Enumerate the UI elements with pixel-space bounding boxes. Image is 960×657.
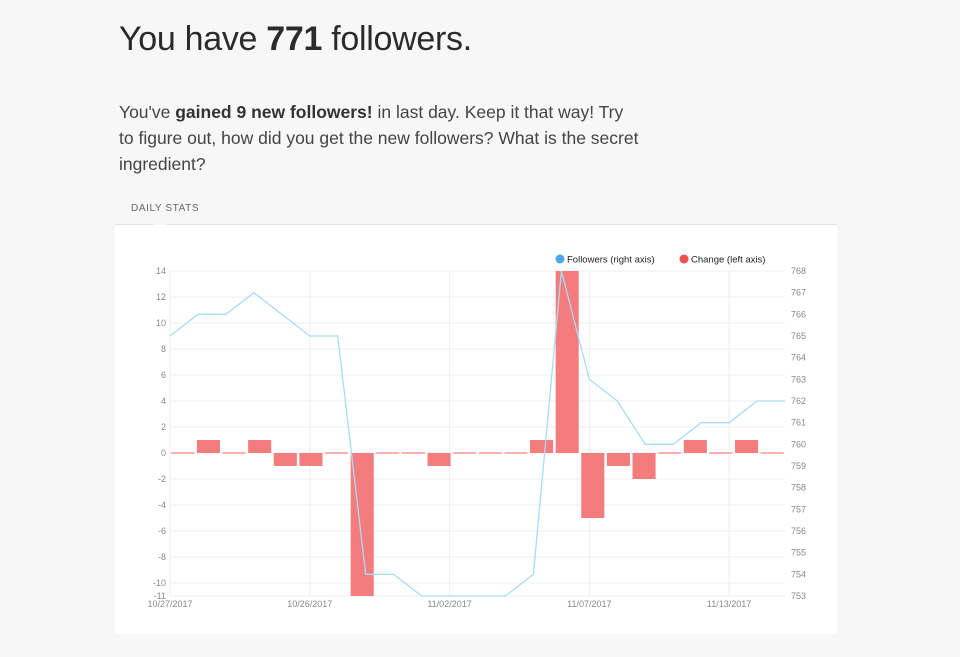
right-axis-tick: 757 (791, 504, 806, 514)
right-axis-tick: 768 (791, 266, 806, 276)
right-axis-tick: 766 (791, 309, 806, 319)
x-axis-tick: 11/02/2017 (427, 599, 471, 609)
left-axis-tick: -10 (153, 578, 166, 588)
right-axis-tick: 754 (791, 569, 806, 579)
tab-daily-stats[interactable]: DAILY STATS (131, 203, 200, 214)
follower-count-headline: You have 771 followers. (119, 20, 472, 59)
legend-change-label: Change (left axis) (691, 255, 765, 266)
right-axis-tick: 759 (791, 461, 806, 471)
left-axis-tick: 6 (161, 370, 166, 380)
gain-message: You've gained 9 new followers! in last d… (119, 99, 639, 177)
right-axis-tick: 753 (791, 591, 806, 601)
change-bar (248, 440, 272, 453)
change-bar (350, 453, 374, 596)
right-axis-tick: 758 (791, 483, 806, 493)
left-axis-tick: 12 (156, 292, 166, 302)
change-bar (427, 453, 451, 466)
left-axis-tick: 14 (156, 266, 166, 276)
change-bar (735, 440, 759, 453)
left-axis-tick: -2 (158, 474, 166, 484)
left-axis-tick: -11 (154, 591, 166, 601)
left-axis-tick: -6 (158, 526, 166, 536)
follower-count: 771 (266, 20, 323, 58)
followers-line-group (169, 270, 785, 597)
right-axis: 768 767 766 765 764 763 762 761 760 759 758 757 756 7… (791, 266, 806, 601)
change-bar (376, 452, 400, 454)
change-bar (504, 452, 528, 454)
change-bar (632, 453, 656, 479)
headline-suffix: followers. (322, 20, 472, 58)
change-bar (171, 452, 195, 454)
change-bar (683, 440, 707, 453)
right-axis-tick: 755 (791, 548, 806, 558)
chart-grid (169, 270, 785, 597)
x-axis-tick: 11/07/2017 (567, 599, 611, 609)
change-bar (196, 440, 220, 453)
x-axis: 10/27/2017 10/26/2017 11/02/2017 11/07/2017… (147, 599, 751, 609)
left-axis-tick: 10 (156, 318, 166, 328)
x-axis-tick: 10/27/2017 (147, 599, 192, 609)
right-axis-tick: 756 (791, 526, 806, 536)
followers-line (169, 270, 785, 597)
left-axis-tick: 0 (161, 448, 166, 458)
change-bar (273, 453, 297, 466)
legend-change-dot (679, 254, 689, 264)
change-bar (760, 452, 784, 454)
message-rest: in last day. Keep it that way! Try to fi… (119, 102, 639, 174)
chart-legend: Followers (right axis) Change (left axis… (555, 254, 765, 266)
change-bar (530, 440, 554, 453)
left-axis-tick: 2 (161, 422, 166, 432)
left-axis-tick: 4 (161, 396, 166, 406)
message-highlight: gained 9 new followers! (175, 102, 373, 122)
right-axis-tick: 761 (791, 418, 806, 428)
right-axis-tick: 762 (791, 396, 806, 406)
change-bar (478, 452, 502, 454)
daily-stats-chart-panel: 14 12 10 8 6 4 2 0 -2 -4 -6 -8 -10 -11 768 767 766 765 76… (115, 225, 837, 634)
left-axis-tick: -8 (158, 552, 166, 562)
change-bar (606, 453, 630, 466)
right-axis-tick: 767 (791, 288, 806, 298)
right-axis-tick: 763 (791, 374, 806, 384)
right-axis-tick: 760 (791, 439, 806, 449)
change-bar (401, 452, 425, 454)
change-bar (581, 453, 605, 518)
change-bar (222, 452, 246, 454)
legend-followers-label: Followers (right axis) (567, 255, 655, 266)
change-bar (658, 452, 682, 454)
left-axis-tick: 8 (161, 344, 166, 354)
x-axis-tick: 11/13/2017 (707, 599, 751, 609)
change-bars (171, 271, 784, 596)
left-axis: 14 12 10 8 6 4 2 0 -2 -4 -6 -8 -10 -11 (153, 266, 166, 601)
change-bar (453, 452, 477, 454)
right-axis-tick: 765 (791, 331, 806, 341)
change-bar (325, 452, 349, 454)
tab-divider (115, 224, 837, 225)
change-bar (709, 452, 733, 454)
headline-prefix: You have (119, 20, 267, 58)
x-axis-tick: 10/26/2017 (287, 599, 332, 609)
message-intro: You've (119, 102, 176, 122)
change-bar (299, 453, 323, 466)
right-axis-tick: 764 (791, 353, 806, 363)
legend-followers-dot (555, 254, 565, 264)
left-axis-tick: -4 (158, 500, 166, 510)
